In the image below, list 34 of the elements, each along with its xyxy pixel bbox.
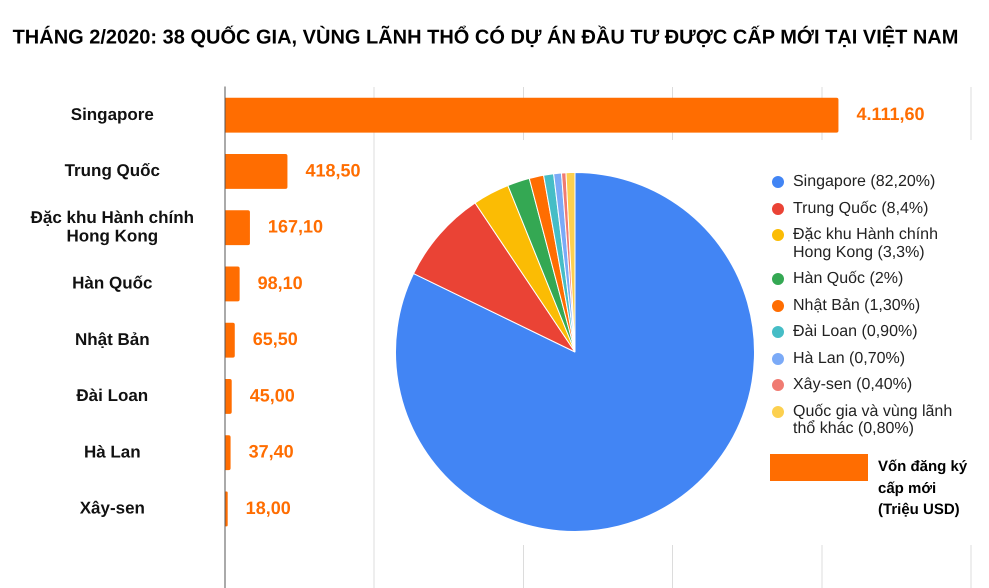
- bar: [226, 378, 232, 414]
- legend-label: Singapore (82,20%): [793, 173, 936, 190]
- text: Vốn đăng ký cấp mới (Triệu USD): [878, 457, 968, 520]
- y-tick-label: Hàn Quốc: [72, 274, 152, 293]
- y-tick-label: Đặc khu Hành chính Hong Kong: [30, 208, 194, 246]
- data-label: 37,40: [248, 442, 294, 462]
- bar: [226, 210, 250, 246]
- data-label: 167,10: [268, 216, 323, 237]
- y-tick-label: Hà Lan: [84, 442, 141, 462]
- data-label: 418,50: [305, 160, 361, 180]
- y-tick-label: Đài Loan: [76, 386, 148, 406]
- data-label: 65,50: [252, 329, 298, 350]
- legend-label: Đặc khu Hành chính Hong Kong (3,3%): [793, 226, 939, 261]
- data-label: 45,00: [250, 385, 295, 406]
- legend-label: Đài Loan (0,90%): [793, 323, 919, 340]
- y-tick-label: Xây-sen: [80, 498, 145, 518]
- bar: [226, 435, 231, 470]
- legend-label: Hà Lan (0,70%): [793, 350, 906, 367]
- legend-label: Xây-sen (0,40%): [793, 376, 914, 394]
- legend-label: Hàn Quốc (2%): [793, 270, 904, 288]
- y-tick-label: Trung Quốc: [64, 161, 160, 180]
- chart-title: THÁNG 2/2020: 38 QUỐC GIA, VÙNG LÃNH THỔ CÓ DỰ ÁN ĐẦU TƯ ĐƯỢC CẤP MỚI TẠI VIỆT NAM: [12, 26, 958, 49]
- legend-label: Trung Quốc (8,4%): [793, 200, 930, 217]
- y-tick-label: Singapore: [70, 104, 154, 124]
- y-tick-label: Nhật Bản: [74, 330, 150, 349]
- data-label: 98,10: [258, 272, 303, 293]
- legend-label: Nhật Bản (1,30%): [793, 296, 922, 314]
- bar: [226, 98, 838, 133]
- bar: [226, 322, 235, 358]
- bar: [226, 266, 240, 302]
- data-label: 4.111,60: [856, 104, 925, 124]
- bar: [226, 154, 288, 189]
- legend-label: Quốc gia và vùng lãnh thổ khác (0,80%): [793, 402, 954, 438]
- data-label: 18,00: [246, 498, 291, 518]
